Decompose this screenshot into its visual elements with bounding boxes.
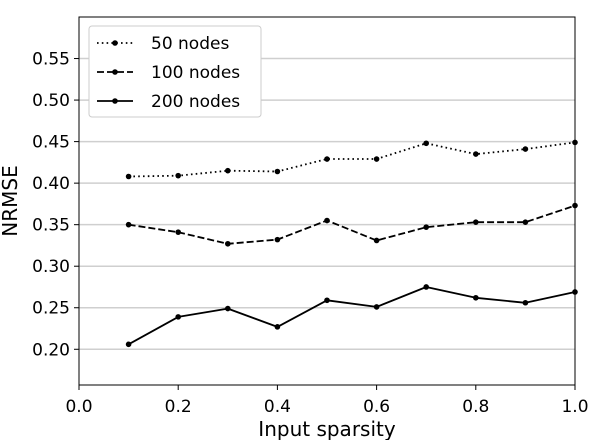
- data-point: [175, 172, 181, 179]
- series-line: [128, 204, 576, 245]
- legend-label: 50 nodes: [151, 34, 229, 54]
- series-line: [128, 141, 576, 178]
- series-2: [125, 284, 578, 348]
- data-point: [324, 217, 330, 224]
- y-axis-label: NRMSE: [0, 165, 22, 236]
- data-point: [373, 304, 380, 310]
- data-point: [473, 219, 479, 225]
- data-point: [324, 297, 330, 304]
- data-point: [423, 284, 430, 290]
- x-tick-label: 0.6: [363, 397, 390, 417]
- data-point: [225, 167, 231, 174]
- data-point: [274, 168, 281, 175]
- legend-entry: 200 nodes: [97, 92, 240, 112]
- plot-frame: [78, 16, 576, 386]
- y-tick-label: 0.20: [32, 340, 70, 360]
- y-tick-label: 0.50: [32, 91, 70, 111]
- data-point: [473, 151, 479, 157]
- data-point: [125, 221, 132, 228]
- x-tick-label: 0.0: [65, 397, 92, 417]
- series-0: [125, 139, 578, 180]
- data-point: [125, 173, 132, 180]
- series-layer: [125, 139, 578, 348]
- series-1: [125, 202, 578, 247]
- x-tick-label: 0.4: [264, 397, 291, 417]
- y-tick-label: 0.40: [32, 174, 70, 194]
- data-point: [225, 240, 231, 247]
- data-point: [324, 156, 330, 162]
- y-tick-label: 0.55: [32, 50, 70, 70]
- legend-entry: 50 nodes: [97, 34, 229, 54]
- y-tick-label: 0.25: [32, 299, 70, 319]
- legend-entry: 100 nodes: [97, 63, 240, 83]
- data-point: [373, 156, 380, 162]
- data-point: [274, 236, 281, 243]
- legend-box: [88, 25, 262, 118]
- data-point: [274, 324, 281, 330]
- data-point: [522, 219, 529, 225]
- data-point: [423, 140, 430, 147]
- series-line: [128, 286, 576, 346]
- y-tick-label: 0.30: [32, 257, 70, 277]
- data-point: [473, 294, 479, 301]
- legend: 50 nodes 100 nodes 200 nodes: [88, 25, 262, 118]
- legend-marker: [112, 69, 118, 75]
- data-point: [175, 314, 181, 320]
- data-point: [423, 224, 430, 230]
- x-tick-label: 0.8: [462, 397, 489, 417]
- data-point: [225, 305, 231, 312]
- legend-label: 200 nodes: [151, 92, 240, 112]
- legend-marker: [112, 40, 118, 46]
- y-tick-label: 0.35: [32, 216, 70, 236]
- data-point: [125, 341, 132, 348]
- x-tick-label: 0.2: [165, 397, 192, 417]
- legend-marker: [112, 98, 118, 104]
- data-point: [522, 146, 529, 152]
- x-tick-label: 1.0: [561, 397, 588, 417]
- axis-ticks: 0.20 0.25 0.30 0.35 0.40 0.45 0.50 0.55 0.0 0.2 0.…: [32, 50, 588, 417]
- data-point: [175, 229, 181, 235]
- y-tick-label: 0.45: [32, 133, 70, 153]
- data-point: [373, 237, 380, 244]
- data-point: [522, 299, 529, 306]
- legend-label: 100 nodes: [151, 63, 240, 83]
- x-axis-label: Input sparsity: [258, 417, 396, 440]
